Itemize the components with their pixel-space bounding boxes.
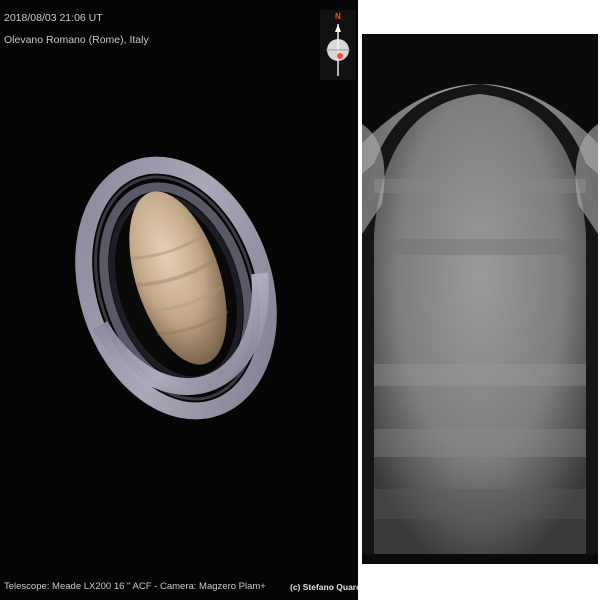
compass-north-label: N xyxy=(335,12,341,21)
photo-credit: (c) Stefano Quaresima xyxy=(290,582,358,592)
compass-icon: N xyxy=(320,10,356,80)
saturn-globe xyxy=(129,191,229,365)
saturn-closeup-image xyxy=(362,34,598,564)
saturn-image xyxy=(55,148,295,428)
saturn-color-photo: 2018/08/03 21:06 UT Olevano Romano (Rome… xyxy=(0,0,358,600)
observation-location: Olevano Romano (Rome), Italy xyxy=(4,34,149,46)
saturn-closeup-grayscale xyxy=(362,34,598,564)
equipment-caption: Telescope: Meade LX200 16 " ACF - Camera… xyxy=(4,581,266,592)
observation-date-time: 2018/08/03 21:06 UT xyxy=(4,12,103,24)
